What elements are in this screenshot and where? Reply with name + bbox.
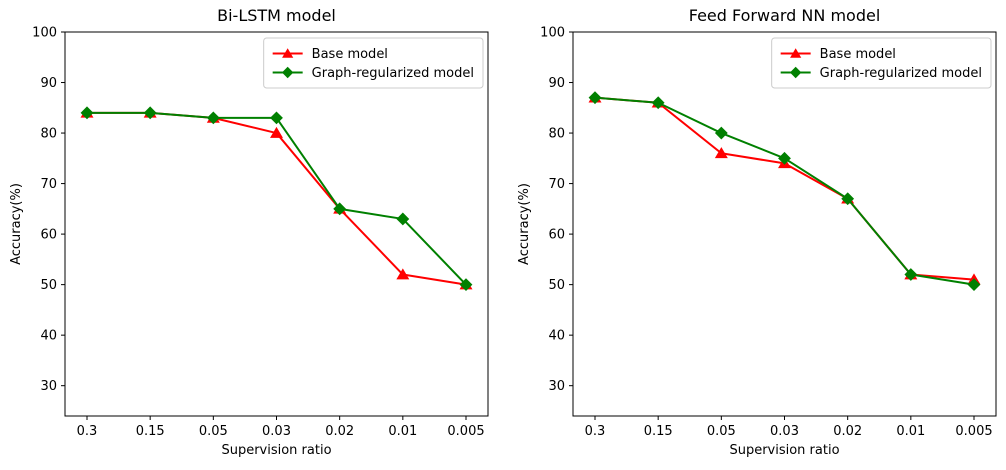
y-tick-label: 70	[548, 177, 565, 192]
x-tick-label: 0.15	[136, 424, 165, 439]
x-axis-label: Supervision ratio	[729, 443, 839, 458]
legend-box	[263, 37, 484, 89]
series-marker-1	[651, 96, 665, 110]
y-tick-label: 40	[40, 329, 57, 344]
x-tick-label: 0.01	[388, 424, 417, 439]
series-marker-1	[778, 151, 791, 165]
series-marker-1	[967, 278, 981, 292]
x-axis-label: Supervision ratio	[221, 443, 331, 458]
y-tick-label: 80	[548, 127, 565, 142]
y-tick-label: 30	[548, 379, 565, 394]
legend-sample-marker	[789, 66, 802, 79]
y-tick-label: 90	[40, 76, 57, 91]
series-line-0	[594, 96, 975, 281]
series-marker-0	[270, 126, 283, 138]
y-tick-label: 60	[40, 228, 57, 243]
y-tick-label: 30	[40, 379, 57, 394]
series-marker-1	[714, 126, 728, 140]
plot-title: Bi-LSTM model	[217, 6, 336, 25]
series-marker-1	[80, 106, 94, 120]
series-marker-1	[143, 106, 157, 120]
series-marker-0	[714, 147, 728, 159]
y-tick-label: 70	[40, 177, 57, 192]
x-tick-label: 0.01	[896, 424, 925, 439]
series-marker-1	[588, 91, 602, 105]
legend: Base model Graph-regularized model	[771, 37, 992, 89]
series-line-1	[594, 96, 975, 286]
legend-label: Graph-regularized model	[312, 66, 474, 81]
legend: Base model Graph-regularized model	[263, 37, 484, 89]
legend-sample-marker	[282, 48, 294, 58]
y-tick-label: 100	[32, 26, 57, 41]
legend-sample-marker	[281, 66, 294, 79]
y-tick-label: 80	[40, 127, 57, 142]
legend-label: Graph-regularized model	[820, 66, 982, 81]
x-tick-label: 0.3	[585, 424, 606, 439]
x-tick-label: 0.03	[262, 424, 291, 439]
x-tick-label: 0.15	[644, 424, 673, 439]
y-tick-label: 50	[548, 278, 565, 293]
y-tick-label: 60	[548, 228, 565, 243]
legend-label: Base model	[312, 47, 388, 62]
x-tick-label: 0.005	[447, 424, 484, 439]
series-marker-1	[904, 268, 918, 281]
series-marker-1	[841, 192, 855, 206]
series-marker-1	[206, 111, 220, 125]
y-tick-label: 50	[40, 278, 57, 293]
series-marker-1	[333, 202, 347, 216]
y-axis-label: Accuracy(%)	[517, 183, 532, 265]
subplot-0: Bi-LSTM model 30 40 50 60 70 80 90 100 0.3 0.15 0.0…	[9, 6, 489, 458]
x-tick-label: 0.3	[77, 424, 98, 439]
series-line-1	[87, 111, 467, 286]
series-marker-1	[270, 111, 283, 125]
x-tick-label: 0.05	[707, 424, 736, 439]
series-line-0	[87, 111, 467, 286]
series-marker-1	[396, 212, 410, 226]
series-marker-0	[396, 268, 410, 280]
legend-box	[771, 37, 992, 89]
legend-sample-marker	[790, 48, 802, 58]
x-tick-label: 0.05	[199, 424, 228, 439]
subplot-1: Feed Forward NN model 30 40 50 60 70 80 90 100 0.…	[517, 6, 997, 458]
series-marker-1	[459, 278, 473, 292]
y-axis-label: Accuracy(%)	[9, 183, 24, 265]
axes-frame	[64, 31, 489, 417]
x-tick-label: 0.03	[770, 424, 799, 439]
axes-frame	[572, 31, 997, 417]
y-tick-label: 90	[548, 76, 565, 91]
legend-label: Base model	[820, 47, 896, 62]
x-tick-label: 0.005	[955, 424, 992, 439]
x-tick-label: 0.02	[325, 424, 354, 439]
plot-title: Feed Forward NN model	[689, 6, 881, 25]
y-tick-label: 100	[540, 26, 565, 41]
x-tick-label: 0.02	[833, 424, 862, 439]
y-tick-label: 40	[548, 329, 565, 344]
